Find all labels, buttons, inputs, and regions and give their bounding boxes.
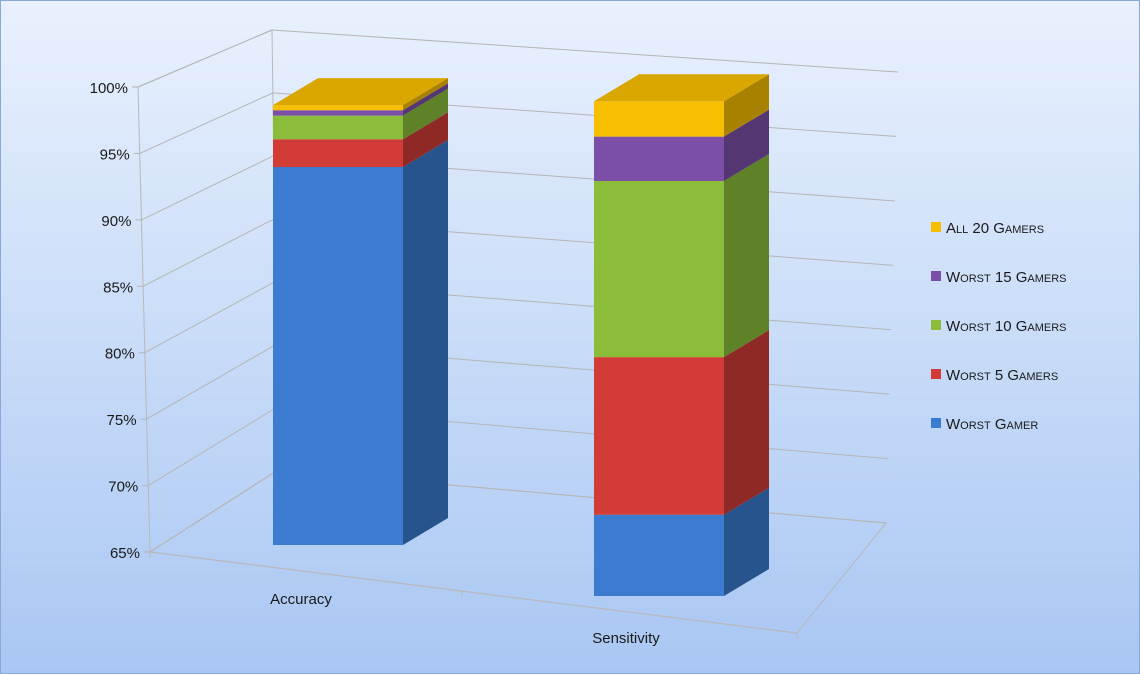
legend-swatch: [931, 418, 941, 428]
bar-segment-front: [594, 514, 724, 596]
bar-top-face: [273, 78, 448, 106]
y-tick-label: 80%: [105, 346, 135, 363]
legend-label: Worst Gamer: [946, 416, 1038, 433]
bar-segment-side: [403, 88, 448, 140]
legend-swatch: [931, 320, 941, 330]
bar-top-face: [594, 74, 769, 102]
bar-segment-side: [403, 112, 448, 167]
bar-accuracy: [273, 78, 448, 545]
bar-segment-side: [724, 330, 769, 515]
bar-segment-front: [273, 115, 403, 140]
bar-segment-front: [273, 105, 403, 111]
bar-segment-front: [594, 357, 724, 515]
x-tick-label: Sensitivity: [592, 630, 660, 647]
bar-segment-front: [273, 110, 403, 116]
legend-label: Worst 5 Gamers: [946, 367, 1058, 384]
x-axis-tick-labels: Accuracy Sensitivity: [270, 591, 660, 647]
bar-segment-side: [403, 83, 448, 116]
y-tick-label: 90%: [101, 213, 131, 230]
bar-segment-side: [403, 140, 448, 545]
bar-segment-front: [273, 167, 403, 545]
bars: [273, 74, 769, 596]
legend-label: Worst 15 Gamers: [946, 269, 1067, 286]
bar-segment-front: [594, 181, 724, 358]
x-tick-label: Accuracy: [270, 591, 332, 608]
bar-segment-side: [724, 487, 769, 596]
y-tick-label: 75%: [107, 412, 137, 429]
y-tick-label: 85%: [103, 279, 133, 296]
y-tick-label: 70%: [108, 479, 138, 496]
legend: All 20 Gamers Worst 15 Gamers Worst 10 Gam…: [931, 220, 1067, 433]
y-axis-tick-labels: 65% 70% 75% 80% 85% 90% 95% 100%: [90, 80, 140, 562]
legend-label: Worst 10 Gamers: [946, 318, 1067, 335]
y-tick-label: 100%: [90, 80, 128, 97]
legend-swatch: [931, 369, 941, 379]
legend-item: Worst 15 Gamers: [931, 269, 1067, 286]
legend-item: Worst Gamer: [931, 416, 1038, 433]
bar-segment-front: [273, 139, 403, 167]
legend-swatch: [931, 222, 941, 232]
bar-segment-front: [594, 101, 724, 137]
y-tick-label: 65%: [110, 545, 140, 562]
x-axis-line: [149, 551, 798, 634]
legend-item: Worst 10 Gamers: [931, 318, 1067, 335]
bar-segment-side: [724, 154, 769, 358]
y-tick-label: 95%: [100, 146, 130, 163]
bar-sensitivity: [594, 74, 769, 596]
bar-segment-side: [403, 78, 448, 111]
legend-swatch: [931, 271, 941, 281]
legend-label: All 20 Gamers: [946, 220, 1044, 237]
legend-item: Worst 5 Gamers: [931, 367, 1058, 384]
bar-segment-front: [594, 136, 724, 181]
legend-item: All 20 Gamers: [931, 220, 1044, 237]
bar-segment-side: [724, 74, 769, 137]
bar-segment-side: [724, 109, 769, 181]
gridline: [137, 29, 899, 88]
